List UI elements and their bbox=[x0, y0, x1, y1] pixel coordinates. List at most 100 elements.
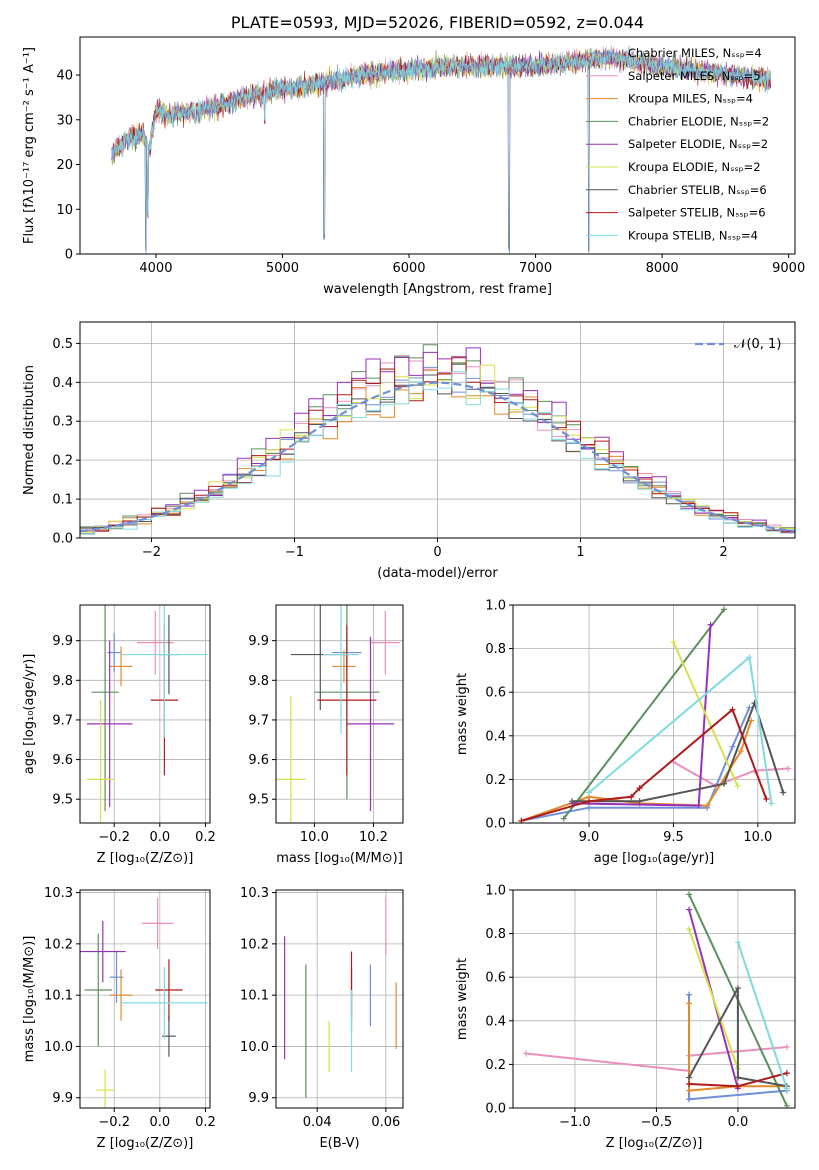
x-tick-label: 2 bbox=[719, 545, 727, 560]
y-tick-label: 10.0 bbox=[240, 1040, 269, 1055]
y-tick-label: 9.9 bbox=[52, 634, 73, 649]
legend-label-1: Salpeter MILES, Nₛₛₚ=5 bbox=[628, 69, 761, 83]
weight-marker-8 bbox=[734, 939, 741, 946]
weight_vs_age-plot-frame bbox=[512, 604, 796, 824]
weight-marker-2 bbox=[748, 717, 755, 724]
x-tick-label: 9.5 bbox=[663, 830, 684, 845]
y-tick-label: 0.5 bbox=[52, 337, 73, 352]
weight-marker-4 bbox=[695, 802, 702, 809]
x-tick-label: −0.5 bbox=[641, 1115, 673, 1130]
y-tick-label: 20 bbox=[56, 158, 73, 173]
normal-curve bbox=[80, 381, 795, 533]
y-tick-label: 10.2 bbox=[240, 937, 269, 952]
x-tick-label: 9.0 bbox=[579, 830, 600, 845]
x-axis-label: Z [log₁₀(Z/Z⊙)] bbox=[606, 1136, 703, 1151]
y-tick-label: 0.4 bbox=[52, 376, 73, 391]
mass_vs_Z-gridlines bbox=[80, 890, 210, 1108]
y-tick-label: 9.6 bbox=[248, 753, 269, 768]
weight-line-2 bbox=[688, 1003, 787, 1092]
weight-marker-2 bbox=[737, 748, 744, 755]
y-tick-label: 10.3 bbox=[240, 886, 269, 901]
x-tick-label: 0.0 bbox=[149, 830, 170, 845]
y-tick-label: 0.0 bbox=[485, 1102, 506, 1117]
weight-line-7 bbox=[521, 707, 768, 822]
x-axis-label: (data-model)/error bbox=[377, 566, 498, 581]
weight-marker-7 bbox=[783, 1070, 790, 1077]
age_vs_mass-gridlines bbox=[276, 605, 403, 823]
x-tick-label: −1 bbox=[285, 545, 304, 560]
y-tick-label: 0.3 bbox=[52, 415, 73, 430]
x-tick-label: 0.0 bbox=[149, 1115, 170, 1130]
y-tick-label: 0.2 bbox=[52, 454, 73, 469]
x-tick-label: 0 bbox=[433, 545, 441, 560]
y-tick-label: 10.0 bbox=[44, 1040, 73, 1055]
spectrum-series-8 bbox=[111, 45, 771, 216]
x-tick-label: −0.2 bbox=[98, 830, 130, 845]
y-axis-label: mass weight bbox=[455, 958, 470, 1040]
y-tick-label: 10.3 bbox=[44, 886, 73, 901]
weight_vs_age-lines bbox=[518, 606, 792, 823]
weight-marker-0 bbox=[585, 804, 592, 811]
weight-marker-0 bbox=[729, 743, 736, 750]
weight_vs_age-gridlines bbox=[513, 604, 795, 824]
x-tick-label: 0.04 bbox=[303, 1115, 332, 1130]
weight-marker-6 bbox=[636, 798, 643, 805]
legend-label-8: Kroupa STELIB, Nₛₛₚ=4 bbox=[628, 228, 758, 242]
weight-marker-5 bbox=[670, 639, 677, 646]
weight_vs_Z-plot-frame bbox=[512, 889, 796, 1109]
x-axis-label: wavelength [Angstrom, rest frame] bbox=[323, 282, 552, 297]
x-tick-label: −1.0 bbox=[559, 1115, 591, 1130]
weight-marker-2 bbox=[686, 1087, 693, 1094]
weight-marker-7 bbox=[636, 785, 643, 792]
y-tick-label: 9.9 bbox=[248, 634, 269, 649]
weight-line-5 bbox=[688, 928, 739, 1070]
x-axis-label: mass [log₁₀(M/M⊙)] bbox=[276, 851, 403, 866]
y-tick-label: 9.5 bbox=[52, 793, 73, 808]
weight-line-5 bbox=[672, 641, 739, 787]
weight-marker-7 bbox=[734, 1083, 741, 1090]
y-tick-label: 9.7 bbox=[248, 713, 269, 728]
weight-marker-1 bbox=[523, 1050, 530, 1057]
weight-marker-2 bbox=[704, 802, 711, 809]
y-tick-label: 10.1 bbox=[240, 989, 269, 1004]
legend-label-0: Chabrier MILES, Nₛₛₚ=4 bbox=[628, 46, 762, 60]
weight_vs_Z-gridlines bbox=[513, 889, 795, 1109]
y-tick-label: 9.8 bbox=[52, 674, 73, 689]
chart-title: PLATE=0593, MJD=52026, FIBERID=0592, z=0… bbox=[231, 13, 644, 32]
x-tick-label: 5000 bbox=[266, 261, 299, 276]
weight-line-8 bbox=[736, 941, 788, 1089]
y-tick-label: 0.0 bbox=[485, 817, 506, 832]
spectrum-plot-frame bbox=[79, 36, 796, 255]
y-tick-label: 0.8 bbox=[485, 927, 506, 942]
weight-marker-5 bbox=[686, 926, 693, 933]
x-tick-label: 6000 bbox=[392, 261, 425, 276]
weight-marker-7 bbox=[628, 793, 635, 800]
y-tick-label: 9.8 bbox=[248, 674, 269, 689]
weight-marker-7 bbox=[686, 1081, 693, 1088]
weight-marker-3 bbox=[686, 891, 693, 898]
weight-marker-2 bbox=[686, 1000, 693, 1007]
x-tick-label: 0.0 bbox=[728, 1115, 749, 1130]
histogram-steps bbox=[80, 344, 795, 535]
mass_vs_EBV-plot-frame bbox=[275, 889, 404, 1109]
weight-line-6 bbox=[688, 987, 787, 1088]
weight-marker-8 bbox=[783, 1085, 790, 1092]
legend-label-4: Salpeter ELODIE, Nₛₛₚ=2 bbox=[628, 137, 768, 151]
y-tick-label: 1.0 bbox=[485, 884, 506, 899]
x-tick-label: 10.2 bbox=[359, 830, 388, 845]
y-tick-label: 9.6 bbox=[52, 753, 73, 768]
mass_vs_Z-plot-frame bbox=[79, 889, 211, 1109]
weight-marker-8 bbox=[768, 800, 775, 807]
weight-marker-7 bbox=[729, 706, 736, 713]
age_vs_mass-errorbars bbox=[276, 605, 401, 823]
y-tick-label: 9.9 bbox=[52, 1091, 73, 1106]
age_vs_mass-plot-frame bbox=[275, 604, 404, 824]
weight-marker-7 bbox=[763, 796, 770, 803]
weight-marker-1 bbox=[783, 1043, 790, 1050]
x-tick-label: 8000 bbox=[646, 261, 679, 276]
x-tick-label: 0.06 bbox=[371, 1115, 400, 1130]
y-tick-label: 9.9 bbox=[248, 1091, 269, 1106]
x-tick-label: −2 bbox=[142, 545, 161, 560]
y-tick-label: 9.7 bbox=[52, 713, 73, 728]
